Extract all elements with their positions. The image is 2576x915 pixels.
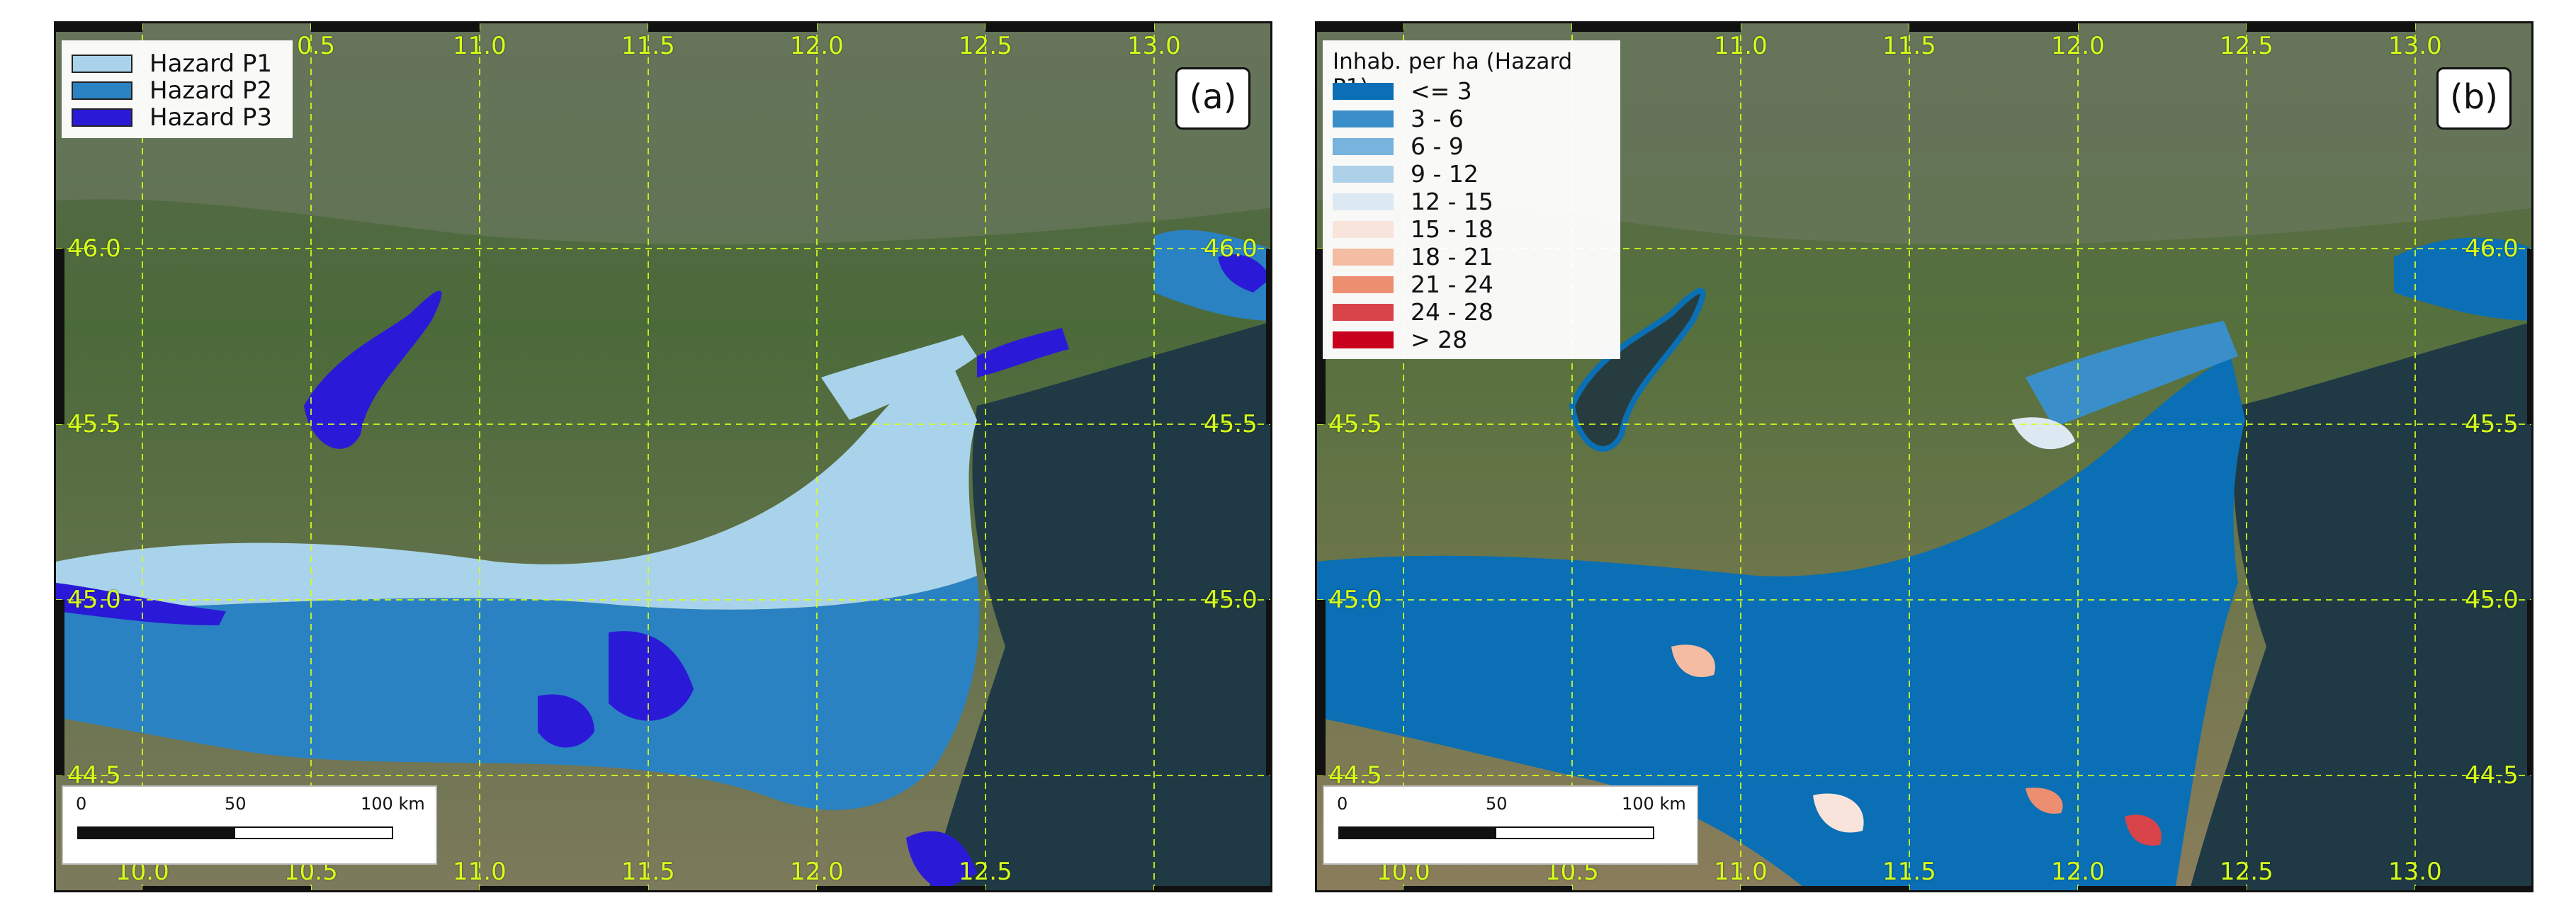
density-15-18 — [1813, 793, 1864, 833]
legend-label: > 28 — [1411, 326, 1468, 353]
legend-swatch — [1333, 275, 1394, 293]
legend-item: 21 - 24 — [1333, 271, 1610, 298]
legend-swatch — [1333, 331, 1394, 348]
legend-label: 9 - 12 — [1411, 160, 1479, 188]
frame-ticks — [56, 23, 1270, 890]
legend-swatch — [1333, 248, 1394, 266]
map-frame-b: 11.0 11.5 12.0 12.5 13.0 10.0 10.5 11.0 … — [1315, 21, 2533, 892]
graticule — [56, 23, 1270, 890]
legend-label: 15 - 18 — [1411, 215, 1493, 243]
legend-swatch — [72, 81, 132, 100]
scale-bar-b: 0 50 100 km — [1323, 785, 1698, 865]
density-12-15 — [2011, 417, 2075, 450]
scale-mid: 50 — [225, 794, 247, 814]
hazard-p3-garda — [304, 290, 442, 449]
hazard-p3-south — [906, 831, 977, 890]
scale-end: 100 km — [1622, 794, 1686, 814]
legend-swatch — [1333, 110, 1394, 127]
hazard-p1-lagoon — [821, 335, 977, 420]
legend-a: Hazard P1 Hazard P2 Hazard P3 — [62, 40, 293, 138]
scale-bar-a: 0 50 100 km — [62, 785, 437, 865]
legend-swatch — [1333, 220, 1394, 238]
hazard-p3-coast — [977, 328, 1069, 377]
legend-item: Hazard P2 — [72, 76, 283, 105]
legend-item: 6 - 9 — [1333, 132, 1610, 160]
legend-label: 3 - 6 — [1411, 105, 1464, 132]
map-panel-b: 11.0 11.5 12.0 12.5 13.0 10.0 10.5 11.0 … — [1315, 21, 2533, 892]
legend-title: Inhab. per ha (Hazard P1) — [1333, 49, 1573, 100]
scale-mid: 50 — [1486, 794, 1508, 814]
legend-label: 12 - 15 — [1411, 188, 1493, 215]
legend-swatch — [1333, 137, 1394, 155]
legend-swatch — [1333, 165, 1394, 183]
scale-end: 100 km — [361, 794, 425, 814]
legend-label: Hazard P2 — [149, 76, 272, 105]
legend-item: 9 - 12 — [1333, 160, 1610, 188]
legend-swatch — [1333, 82, 1394, 100]
legend-item: Hazard P1 — [72, 50, 283, 78]
alps — [56, 23, 1270, 245]
density-21-24 — [2026, 788, 2063, 814]
density-low — [1317, 356, 2245, 890]
legend-label: Hazard P3 — [149, 103, 272, 132]
map-a-svg — [56, 23, 1270, 890]
density-24-28 — [2125, 814, 2162, 846]
map-frame-a: 0.5 11.0 11.5 12.0 12.5 13.0 10.0 10.5 1… — [54, 21, 1272, 892]
legend-label: <= 3 — [1411, 77, 1472, 105]
lake-garda — [1569, 288, 1706, 452]
graticule — [1317, 23, 2531, 890]
panel-tag-b: (b) — [2436, 67, 2512, 130]
legend-label: 6 - 9 — [1411, 132, 1464, 160]
legend-item: 18 - 21 — [1333, 243, 1610, 271]
map-panel-a: 0.5 11.0 11.5 12.0 12.5 13.0 10.0 10.5 1… — [54, 21, 1272, 892]
alps — [1317, 23, 2531, 245]
legend-swatch — [1333, 303, 1394, 321]
scale-start: 0 — [76, 794, 87, 814]
legend-item: 24 - 28 — [1333, 298, 1610, 326]
scale-bar-graphic — [1338, 826, 1654, 839]
legend-item: Hazard P3 — [72, 103, 283, 132]
density-ne — [2394, 237, 2531, 321]
legend-label: 21 - 24 — [1411, 271, 1493, 298]
legend-label: 24 - 28 — [1411, 298, 1493, 326]
adriatic-sea — [928, 322, 1270, 890]
panel-tag-a: (a) — [1175, 67, 1250, 130]
legend-item: 3 - 6 — [1333, 105, 1610, 132]
scale-bar-graphic — [77, 826, 393, 839]
hazard-p2-north — [1154, 229, 1270, 321]
legend-swatch — [72, 55, 132, 73]
hazard-p3-strip — [56, 583, 226, 625]
legend-label: Hazard P1 — [149, 50, 272, 78]
legend-swatch — [72, 108, 132, 127]
legend-item: <= 3 — [1333, 77, 1610, 105]
hazard-p3-ne — [1218, 254, 1270, 292]
legend-b: Inhab. per ha (Hazard P1) <= 3 3 - 6 6 -… — [1323, 40, 1620, 359]
legend-item: 15 - 18 — [1333, 215, 1610, 243]
adriatic-sea — [2189, 322, 2531, 890]
density-18-21 — [1671, 644, 1715, 678]
hazard-p2-area — [56, 576, 980, 810]
frame-ticks — [1317, 23, 2531, 890]
legend-item: 12 - 15 — [1333, 188, 1610, 215]
hazard-p1-area — [56, 356, 977, 611]
legend-swatch — [1333, 193, 1394, 210]
scale-start: 0 — [1337, 794, 1348, 814]
hazard-p3-patch — [538, 694, 594, 748]
legend-item: > 28 — [1333, 326, 1610, 353]
hazard-p3-patch — [609, 631, 694, 721]
legend-label: 18 - 21 — [1411, 243, 1493, 271]
